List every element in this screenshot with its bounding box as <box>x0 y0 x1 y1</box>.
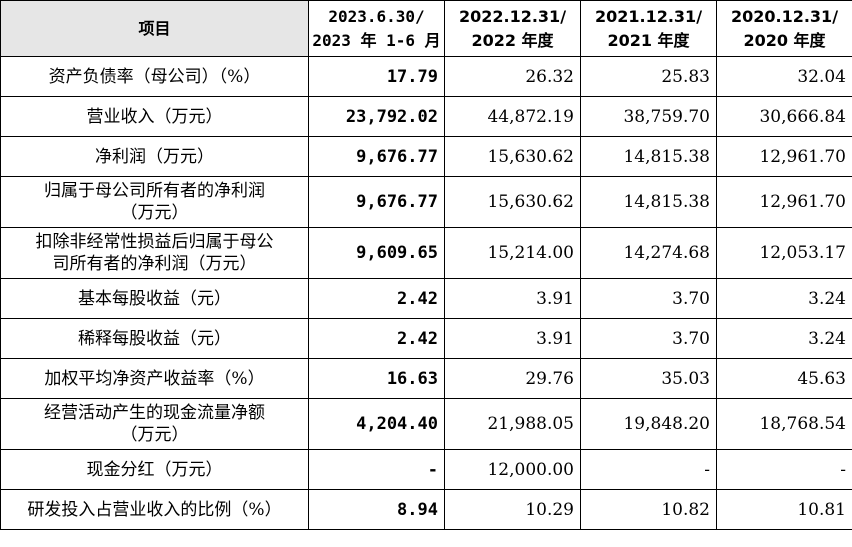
cell-value: 21,988.05 <box>444 398 581 450</box>
cell-value: 3.24 <box>716 318 852 359</box>
header-item: 项目 <box>0 0 309 57</box>
header-period-line1: 2022.12.31/ <box>458 6 567 26</box>
header-period-line2: 2023 年 1-6 月 <box>312 30 441 50</box>
row-label: 基本每股收益（元） <box>0 278 309 319</box>
cell-value: 25.83 <box>580 56 717 97</box>
cell-value: 38,759.70 <box>580 96 717 137</box>
cell-value: 45.63 <box>716 358 852 399</box>
cell-value: 3.91 <box>444 278 581 319</box>
table-row: 加权平均净资产收益率（%） 16.63 29.76 35.03 45.63 <box>0 358 852 399</box>
cell-value: 12,961.70 <box>716 136 852 177</box>
table-row: 研发投入占营业收入的比例（%） 8.94 10.29 10.82 10.81 <box>0 489 852 530</box>
header-2021: 2021.12.31/ 2021 年度 <box>580 0 717 57</box>
cell-value: 19,848.20 <box>580 398 717 450</box>
table-row: 经营活动产生的现金流量净额 （万元） 4,204.40 21,988.05 19… <box>0 398 852 450</box>
cell-value: 30,666.84 <box>716 96 852 137</box>
cell-value: 26.32 <box>444 56 581 97</box>
cell-value: - <box>580 449 717 490</box>
header-2020: 2020.12.31/ 2020 年度 <box>716 0 852 57</box>
table-row: 归属于母公司所有者的净利润 （万元） 9,676.77 15,630.62 14… <box>0 176 852 228</box>
cell-value: 10.29 <box>444 489 581 530</box>
cell-value: 8.94 <box>308 489 445 530</box>
header-period-line1: 2023.6.30/ <box>328 6 425 26</box>
cell-value: 15,214.00 <box>444 227 581 279</box>
table-row: 资产负债率（母公司）（%） 17.79 26.32 25.83 32.04 <box>0 56 852 97</box>
row-label: 营业收入（万元） <box>0 96 309 137</box>
cell-value: 3.70 <box>580 318 717 359</box>
cell-value: 29.76 <box>444 358 581 399</box>
cell-value: 12,000.00 <box>444 449 581 490</box>
cell-value: 12,053.17 <box>716 227 852 279</box>
cell-value: 12,961.70 <box>716 176 852 228</box>
cell-value: - <box>716 449 852 490</box>
cell-value: - <box>308 449 445 490</box>
row-label: 稀释每股收益（元） <box>0 318 309 359</box>
cell-value: 9,676.77 <box>308 176 445 228</box>
header-2022: 2022.12.31/ 2022 年度 <box>444 0 581 57</box>
cell-value: 14,274.68 <box>580 227 717 279</box>
row-label: 净利润（万元） <box>0 136 309 177</box>
row-label: 经营活动产生的现金流量净额 （万元） <box>0 398 309 450</box>
row-label: 研发投入占营业收入的比例（%） <box>0 489 309 530</box>
cell-value: 9,609.65 <box>308 227 445 279</box>
row-label: 扣除非经常性损益后归属于母公 司所有者的净利润（万元） <box>0 227 309 279</box>
cell-value: 2.42 <box>308 278 445 319</box>
table-row: 稀释每股收益（元） 2.42 3.91 3.70 3.24 <box>0 318 852 359</box>
table-row: 基本每股收益（元） 2.42 3.91 3.70 3.24 <box>0 278 852 319</box>
cell-value: 10.82 <box>580 489 717 530</box>
cell-value: 3.24 <box>716 278 852 319</box>
header-row: 项目 2023.6.30/ 2023 年 1-6 月 2022.12.31/ 2… <box>0 0 852 57</box>
header-period-line1: 2020.12.31/ <box>730 6 839 26</box>
table-row: 净利润（万元） 9,676.77 15,630.62 14,815.38 12,… <box>0 136 852 177</box>
table-row: 现金分红（万元） - 12,000.00 - - <box>0 449 852 490</box>
cell-value: 3.91 <box>444 318 581 359</box>
row-label: 加权平均净资产收益率（%） <box>0 358 309 399</box>
cell-value: 14,815.38 <box>580 136 717 177</box>
cell-value: 14,815.38 <box>580 176 717 228</box>
cell-value: 18,768.54 <box>716 398 852 450</box>
cell-value: 35.03 <box>580 358 717 399</box>
cell-value: 17.79 <box>308 56 445 97</box>
header-period-line2: 2021 年度 <box>607 30 690 50</box>
cell-value: 10.81 <box>716 489 852 530</box>
cell-value: 15,630.62 <box>444 136 581 177</box>
cell-value: 15,630.62 <box>444 176 581 228</box>
header-period-line1: 2021.12.31/ <box>594 6 703 26</box>
cell-value: 2.42 <box>308 318 445 359</box>
header-period-line2: 2020 年度 <box>743 30 826 50</box>
cell-value: 16.63 <box>308 358 445 399</box>
cell-value: 4,204.40 <box>308 398 445 450</box>
cell-value: 32.04 <box>716 56 852 97</box>
header-2023h1: 2023.6.30/ 2023 年 1-6 月 <box>308 0 445 57</box>
table-row: 营业收入（万元） 23,792.02 44,872.19 38,759.70 3… <box>0 96 852 137</box>
row-label: 归属于母公司所有者的净利润 （万元） <box>0 176 309 228</box>
table-row: 扣除非经常性损益后归属于母公 司所有者的净利润（万元） 9,609.65 15,… <box>0 227 852 279</box>
cell-value: 44,872.19 <box>444 96 581 137</box>
financial-table: 项目 2023.6.30/ 2023 年 1-6 月 2022.12.31/ 2… <box>0 0 852 530</box>
cell-value: 23,792.02 <box>308 96 445 137</box>
header-period-line2: 2022 年度 <box>471 30 554 50</box>
row-label: 现金分红（万元） <box>0 449 309 490</box>
cell-value: 9,676.77 <box>308 136 445 177</box>
row-label: 资产负债率（母公司）（%） <box>0 56 309 97</box>
cell-value: 3.70 <box>580 278 717 319</box>
